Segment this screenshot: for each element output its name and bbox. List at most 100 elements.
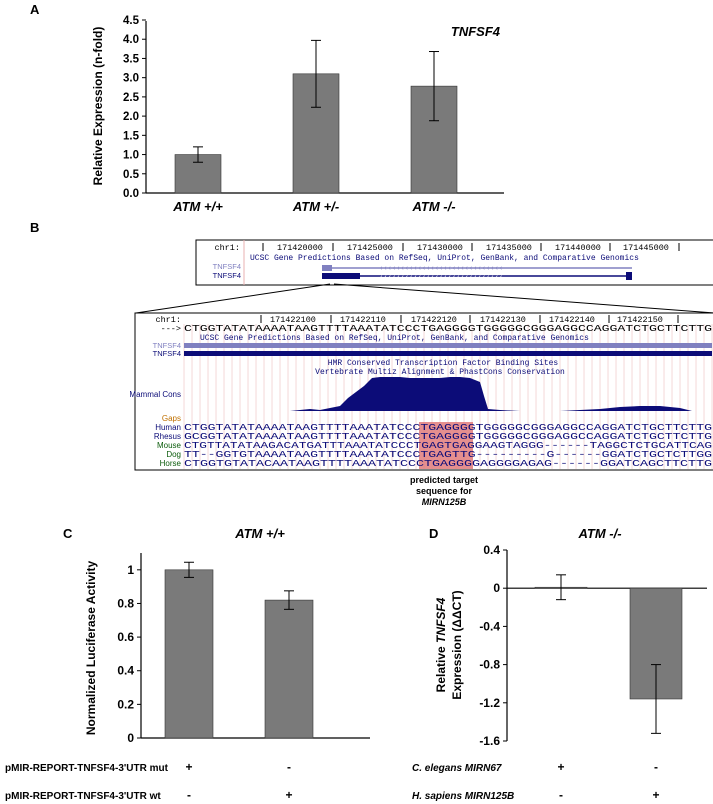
species-label: Dog [166,450,181,459]
browser-zoom-chrom: chr1: [155,315,181,325]
zoom-genes-title: UCSC Gene Predictions Based on RefSeq, U… [200,334,589,343]
top-tick-label: 171445000 [623,243,669,253]
zoom-tick-label: 171422140 [549,315,595,325]
annotation-line: MIRN125B [422,497,467,507]
panel-c-y-label-line1: Normalized Luciferase Activity [84,561,98,736]
genome-browser-zoom: chr1: 171422100 171422110 171422120 1714… [129,312,713,471]
annotation-line: predicted target [410,475,478,485]
panel-c-letter: C [63,526,73,541]
zoom-tick-label: 171422100 [270,315,316,325]
browser-top-chrom: chr1: [214,243,240,253]
species-label: Human [155,423,181,432]
species-label: Horse [160,459,182,468]
panel-d-row-label: C. elegans MIRN67 [412,763,502,774]
panel-d-y-label: Relative TNFSF4 [434,597,448,692]
bar [264,599,314,739]
species-sequence: GCGGTATATAAAATAAGTTTTAAATATCCCTGAGGGGTGG… [184,431,712,442]
zoom-tick-label: 171422130 [480,315,526,325]
panel-d-letter: D [429,526,438,541]
y-tick-label: 3.5 [123,53,140,65]
y-tick-label: 2.0 [123,111,139,123]
y-tick-label: 4.5 [123,15,140,27]
y-tick-label: 2.5 [123,92,140,104]
y-tick-label: 0.5 [123,169,140,181]
strand-arrows: ‹ ‹ ‹ ‹ ‹ ‹ ‹ ‹ ‹ ‹ ‹ ‹ ‹ ‹ ‹ ‹ ‹ ‹ ‹ ‹ … [380,274,503,281]
panel-b-letter: B [30,220,39,235]
strand-arrow: ---> [161,324,181,334]
top-tick-label: 171435000 [486,243,532,253]
tfbs-track-title: HMR Conserved Transcription Factor Bindi… [328,359,559,368]
panel-c-sign: - [287,760,291,774]
panel-a-gene-label: TNFSF4 [451,24,501,39]
y-tick-label: 3.0 [123,73,139,85]
ylabel-gene: TNFSF4 [434,597,448,643]
strand-arrows: ‹ ‹ ‹ ‹ ‹ ‹ ‹ ‹ ‹ ‹ ‹ ‹ ‹ ‹ ‹ ‹ ‹ ‹ ‹ ‹ … [380,265,503,272]
top-tick-label: 171420000 [277,243,323,253]
panel-c-title: ATM +/+ [234,526,285,541]
zoom-line-right [333,283,713,314]
y-tick-label: -0.8 [479,658,500,672]
panel-c-row-label: pMIR-REPORT-TNFSF4-3'UTR mut [5,763,169,774]
panel-a-chart: TNFSF4 Relative Expression (n-fold) 0.0 0… [91,15,504,214]
y-tick-label: 0.8 [117,596,134,610]
zoom-tick-label: 171422120 [411,315,457,325]
gene-model-exon [322,265,332,271]
panel-d-sign: + [652,788,659,802]
y-tick-label: 1.0 [123,150,139,162]
zoom-tick-label: 171422110 [340,315,386,325]
species-sequence: CTGGTATATAAAATAAGTTTTAAATATCCCTGAGGGGTGG… [184,422,712,433]
zoom-line-left [135,283,331,314]
conservation-track-title: Vertebrate Multiz Alignment & PhastCons … [315,368,565,377]
species-alignment: Human CTGGTATATAAAATAAGTTTTAAATATCCCTGAG… [154,422,712,469]
species-sequence: CTGGTGTATACAATAAGTTTTAAATATCCCTGAGGGGAGG… [184,458,712,469]
y-tick-label: -0.4 [479,619,500,633]
zoom-gene-bar [184,343,712,348]
reference-sequence: CTGGTATATAAAATAAGTTTTAAATATCCCTGAGGGGTGG… [184,323,712,334]
x-category-label: ATM +/+ [172,199,223,214]
y-tick-label: 0 [493,581,500,595]
y-tick-label: -1.2 [479,696,500,710]
zoom-gene-bar [184,351,712,356]
species-label: Mouse [157,441,182,450]
species-sequence: TT--GGTGTAAAATAAGTTTTAAATATCCCTGAGTTG---… [184,449,712,460]
y-tick-label: 1.5 [123,130,140,142]
browser-top-genes-title: UCSC Gene Predictions Based on RefSeq, U… [250,254,639,263]
ylabel-part: Relative [434,643,448,692]
panel-a-letter: A [30,2,40,17]
y-tick-label: 0.0 [123,188,139,200]
panel-d-row-label: H. sapiens MIRN125B [412,791,514,802]
mammal-cons-label: Mammal Cons [129,390,181,399]
zoom-tick-label: 171422150 [617,315,663,325]
panel-d-title: ATM -/- [577,526,621,541]
conservation-profile [290,377,692,411]
panel-c-chart: Normalized Luciferase Activity 0 0.2 0.4 0.… [84,553,370,745]
y-tick-label: 0.4 [117,664,134,678]
panel-c-sign: + [285,788,292,802]
top-tick-label: 171430000 [417,243,463,253]
y-tick-label: 0.4 [483,543,500,557]
panel-d-y-label-2: Expression (ΔΔCT) [450,590,464,699]
browser-top-ticks: 171420000 171425000 171430000 171435000 … [262,243,680,253]
panel-c-row-label: pMIR-REPORT-TNFSF4-3'UTR wt [5,791,161,802]
panel-d-sign: - [654,760,658,774]
zoom-track-label: TNFSF4 [153,349,181,358]
y-tick-label: 0.2 [117,697,134,711]
gene-model-exon [322,273,360,279]
panel-c-y-label: Normalized Luciferase Activity [84,561,98,736]
y-tick-label: -1.6 [479,734,500,748]
bar [164,569,214,739]
species-label: Rhesus [154,432,181,441]
annotation-line: sequence for [416,486,473,496]
predicted-target-highlight [419,422,473,469]
top-tick-label: 171425000 [347,243,393,253]
panel-d-chart: Relative TNFSF4 Expression (ΔΔCT) 0.4 0 -0… [434,543,707,748]
x-category-label: ATM +/- [292,199,339,214]
browser-top-track-label: TNFSF4 [213,271,241,280]
panel-d-sign: - [559,788,563,802]
x-category-label: ATM -/- [411,199,455,214]
panel-c-sign: - [187,788,191,802]
panel-d-sign: + [557,760,564,774]
genome-browser-top: chr1: 171420000 171425000 171430000 1714… [195,239,713,286]
y-tick-label: 0 [127,731,134,745]
